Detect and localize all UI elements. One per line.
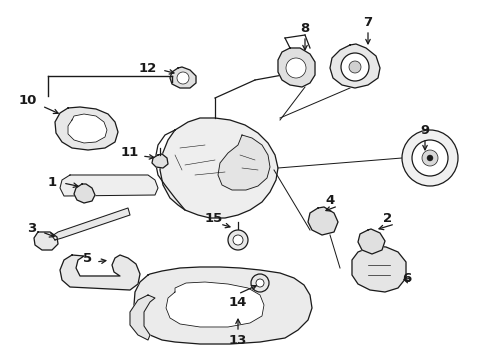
- Circle shape: [256, 279, 264, 287]
- Circle shape: [412, 140, 448, 176]
- Text: 11: 11: [121, 145, 139, 158]
- Text: 10: 10: [19, 94, 37, 107]
- Text: 2: 2: [384, 211, 392, 225]
- Polygon shape: [134, 267, 312, 344]
- Polygon shape: [60, 255, 140, 290]
- Polygon shape: [152, 154, 168, 168]
- Polygon shape: [52, 208, 130, 240]
- Text: 9: 9: [420, 123, 430, 136]
- Polygon shape: [308, 207, 338, 235]
- Polygon shape: [352, 246, 406, 292]
- Text: 3: 3: [27, 221, 37, 234]
- Text: 1: 1: [48, 176, 56, 189]
- Polygon shape: [55, 107, 118, 150]
- Polygon shape: [74, 184, 95, 203]
- Text: 15: 15: [205, 211, 223, 225]
- Text: 8: 8: [300, 22, 310, 35]
- Polygon shape: [330, 44, 380, 88]
- Polygon shape: [166, 282, 264, 327]
- Polygon shape: [34, 232, 58, 250]
- Circle shape: [177, 72, 189, 84]
- Text: 7: 7: [364, 15, 372, 28]
- Polygon shape: [278, 48, 315, 87]
- Circle shape: [228, 230, 248, 250]
- Circle shape: [427, 155, 433, 161]
- Circle shape: [233, 235, 243, 245]
- Circle shape: [286, 58, 306, 78]
- Polygon shape: [218, 135, 270, 190]
- Polygon shape: [60, 175, 158, 196]
- Polygon shape: [358, 229, 385, 254]
- Polygon shape: [160, 118, 278, 218]
- Text: 6: 6: [402, 271, 412, 284]
- Circle shape: [402, 130, 458, 186]
- Text: 4: 4: [325, 194, 335, 207]
- Circle shape: [341, 53, 369, 81]
- Circle shape: [422, 150, 438, 166]
- Text: 5: 5: [83, 252, 93, 265]
- Text: 12: 12: [139, 62, 157, 75]
- Polygon shape: [68, 114, 107, 143]
- Polygon shape: [170, 67, 196, 88]
- Text: 13: 13: [229, 333, 247, 346]
- Circle shape: [349, 61, 361, 73]
- Polygon shape: [130, 295, 155, 340]
- Circle shape: [251, 274, 269, 292]
- Text: 14: 14: [229, 296, 247, 309]
